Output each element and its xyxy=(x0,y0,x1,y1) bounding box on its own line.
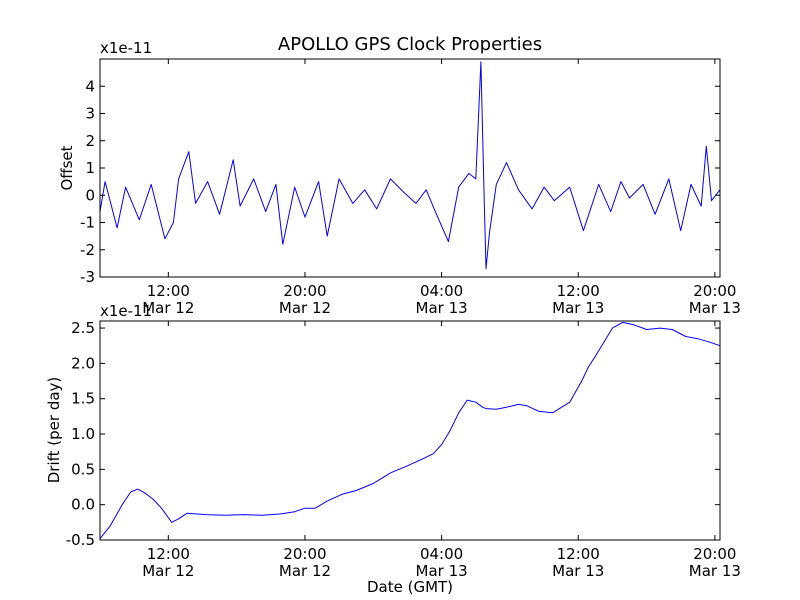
x-tick-label-time: 04:00 xyxy=(420,545,463,563)
offset-y-axis-label: Offset xyxy=(58,145,76,190)
offset-series-line xyxy=(99,61,721,270)
x-tick-label-time: 20:00 xyxy=(283,545,326,563)
y-tick-label: 4 xyxy=(85,77,95,95)
drift-x-axis-label: Date (GMT) xyxy=(367,578,453,596)
x-tick-label-time: 20:00 xyxy=(693,545,736,563)
y-tick-label: 2.5 xyxy=(71,319,95,337)
y-tick-label: 2.0 xyxy=(71,354,95,372)
offset-scale-label: x1e-11 xyxy=(100,39,152,57)
y-tick-label: 0.5 xyxy=(71,460,95,478)
x-tick-label-date: Mar 13 xyxy=(552,562,604,580)
x-tick-label-date: Mar 12 xyxy=(142,562,194,580)
x-tick-label-time: 12:00 xyxy=(147,545,190,563)
y-tick-label: 3 xyxy=(85,105,95,123)
y-tick-label: 0.0 xyxy=(71,496,95,514)
y-tick-label: -3 xyxy=(80,268,95,286)
y-tick-label: -1 xyxy=(80,214,95,232)
x-tick-label-time: 12:00 xyxy=(147,282,190,300)
drift-scale-label: x1e-11 xyxy=(100,302,152,320)
x-tick-label-date: Mar 13 xyxy=(689,562,741,580)
drift-y-axis-label: Drift (per day) xyxy=(45,377,63,484)
y-tick-label: 1.5 xyxy=(71,390,95,408)
y-tick-label: 1.0 xyxy=(71,425,95,443)
y-tick-label: 2 xyxy=(85,132,95,150)
x-tick-label-date: Mar 12 xyxy=(279,562,331,580)
drift-plot-frame xyxy=(99,320,721,541)
y-tick-label: -2 xyxy=(80,241,95,259)
x-tick-label-time: 12:00 xyxy=(557,282,600,300)
drift-panel: x1e-11 Drift (per day) Date (GMT) -0.5 0.… xyxy=(45,302,741,596)
x-tick-label-time: 04:00 xyxy=(420,282,463,300)
x-tick-label-time: 12:00 xyxy=(557,545,600,563)
x-tick-label-date: Mar 13 xyxy=(689,299,741,317)
x-tick-label-date: Mar 13 xyxy=(552,299,604,317)
x-tick-label-time: 20:00 xyxy=(693,282,736,300)
y-tick-label: -0.5 xyxy=(66,531,95,549)
x-tick-label-date: Mar 13 xyxy=(416,299,468,317)
chart-title: APOLLO GPS Clock Properties xyxy=(278,34,542,55)
y-tick-label: 0 xyxy=(85,186,95,204)
drift-series-line xyxy=(99,321,721,539)
x-tick-label-date: Mar 12 xyxy=(142,299,194,317)
x-tick-label-date: Mar 12 xyxy=(279,299,331,317)
x-tick-label-date: Mar 13 xyxy=(416,562,468,580)
x-tick-label-time: 20:00 xyxy=(283,282,326,300)
y-tick-label: 1 xyxy=(85,159,95,177)
offset-plot-frame xyxy=(99,58,721,278)
